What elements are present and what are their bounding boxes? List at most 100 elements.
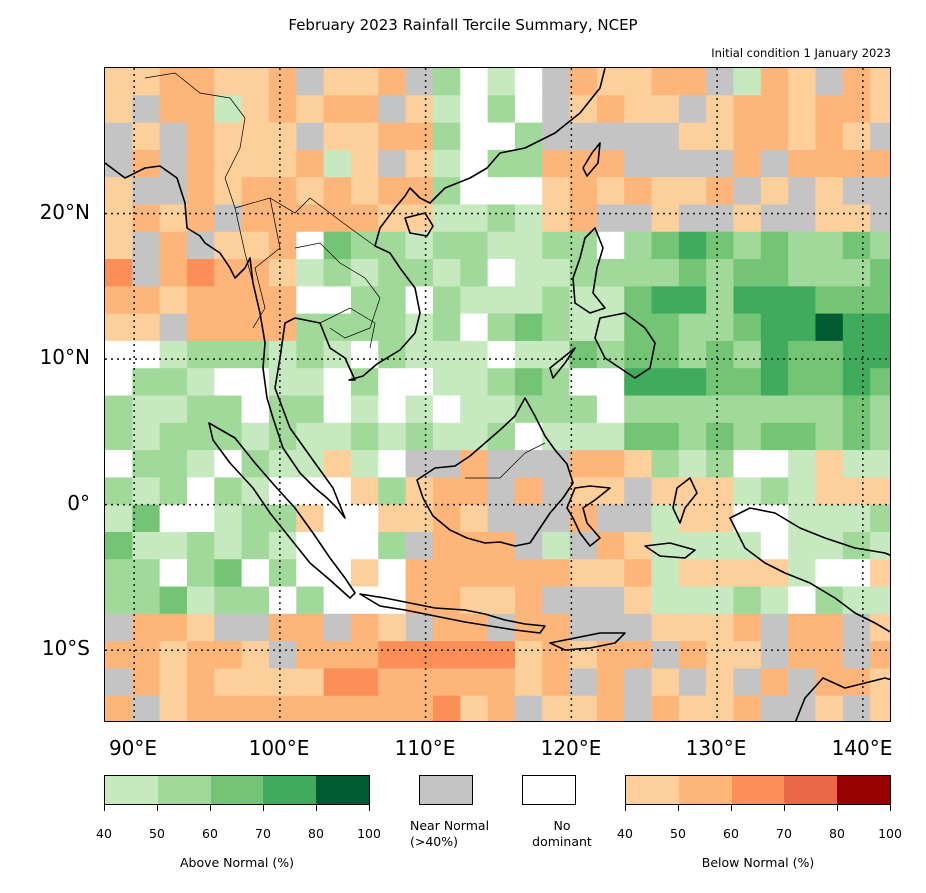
tercile-cell (132, 477, 161, 506)
tercile-cell (514, 641, 543, 670)
below-tick-label: 50 (670, 826, 686, 841)
tercile-cell (596, 204, 625, 233)
tercile-cell (487, 450, 516, 478)
tercile-cell (378, 477, 407, 506)
tercile-cell (706, 395, 735, 424)
tercile-cell (569, 340, 598, 369)
tercile-cell (651, 422, 680, 451)
tick-mark (104, 805, 105, 811)
tercile-cell (842, 641, 871, 670)
tercile-cell (350, 531, 379, 560)
tercile-cell (624, 231, 653, 260)
tercile-cell (268, 613, 297, 642)
tercile-cell (678, 450, 707, 478)
tercile-cell (268, 531, 297, 560)
tercile-cell (268, 204, 297, 233)
tercile-cell (487, 177, 516, 206)
tercile-cell (132, 204, 161, 233)
tercile-cell (788, 340, 817, 369)
tercile-cell (350, 586, 379, 615)
tercile-cell (706, 122, 735, 151)
tercile-cell (323, 68, 352, 96)
tercile-cell (733, 422, 762, 451)
tercile-cell (350, 95, 379, 124)
tercile-cell (460, 286, 489, 315)
near-normal-caption: Near Normal (>40%) (410, 818, 534, 850)
no-dominant-caption-line2: dominant (532, 834, 592, 849)
tercile-cell (624, 68, 653, 96)
tercile-cell (214, 204, 243, 233)
tercile-cell (186, 586, 215, 615)
tercile-cell (105, 559, 133, 588)
tercile-cell (651, 231, 680, 260)
tercile-cell (487, 340, 516, 369)
tercile-cell (296, 586, 325, 615)
tercile-cell (760, 450, 789, 478)
tercile-cell (542, 477, 571, 506)
tercile-cell (514, 586, 543, 615)
tercile-cell (132, 586, 161, 615)
tercile-cell (706, 668, 735, 697)
tercile-cell (378, 504, 407, 533)
tercile-cell (870, 668, 890, 697)
tercile-cell (378, 613, 407, 642)
tercile-cell (542, 695, 571, 721)
tercile-cell (542, 177, 571, 206)
tercile-cell (760, 313, 789, 342)
tercile-cell (569, 559, 598, 588)
below-tick-label: 40 (617, 826, 633, 841)
tercile-cell (596, 504, 625, 533)
lon-label-130e: 130°E (685, 736, 747, 760)
tercile-cell (159, 641, 188, 670)
tercile-cell (268, 95, 297, 124)
tercile-cell (405, 450, 434, 478)
tercile-cell (460, 477, 489, 506)
tercile-cell (815, 313, 844, 342)
tercile-cell (733, 695, 762, 721)
tercile-cell (706, 368, 735, 397)
tercile-cell (186, 613, 215, 642)
tercile-cell (159, 395, 188, 424)
tercile-cell (378, 559, 407, 588)
tercile-cell (241, 395, 270, 424)
tercile-cell (159, 504, 188, 533)
tercile-cell (514, 368, 543, 397)
tercile-cell (350, 395, 379, 424)
tercile-cell (323, 95, 352, 124)
tercile-cell (132, 259, 161, 287)
tercile-cell (651, 695, 680, 721)
tercile-cell (760, 204, 789, 233)
tercile-cell (514, 177, 543, 206)
tercile-cell (268, 668, 297, 697)
tercile-cell (159, 68, 188, 96)
tercile-cell (678, 95, 707, 124)
tercile-cell (542, 286, 571, 315)
tercile-cell (460, 641, 489, 670)
tercile-cell (678, 695, 707, 721)
tercile-cell (678, 313, 707, 342)
below-40-50-swatch (626, 776, 679, 804)
tercile-cell (569, 313, 598, 342)
tercile-cell (815, 122, 844, 151)
tercile-cell (596, 95, 625, 124)
tercile-cell (760, 422, 789, 451)
tercile-cell (214, 313, 243, 342)
tercile-cell (323, 695, 352, 721)
tercile-cell (378, 177, 407, 206)
lat-label-0: 0° (67, 491, 90, 515)
tercile-cell (214, 231, 243, 260)
tercile-cell (105, 313, 133, 342)
tercile-cell (159, 122, 188, 151)
lon-label-110e: 110°E (394, 736, 456, 760)
tercile-cell (760, 613, 789, 642)
tercile-cell (733, 68, 762, 96)
tercile-cell (350, 422, 379, 451)
tercile-cell (651, 95, 680, 124)
tercile-cell (870, 259, 890, 287)
tercile-cell (514, 95, 543, 124)
tercile-cell (105, 586, 133, 615)
tercile-cell (105, 259, 133, 287)
tercile-cell (788, 695, 817, 721)
tercile-cell (186, 504, 215, 533)
tercile-cell (788, 177, 817, 206)
